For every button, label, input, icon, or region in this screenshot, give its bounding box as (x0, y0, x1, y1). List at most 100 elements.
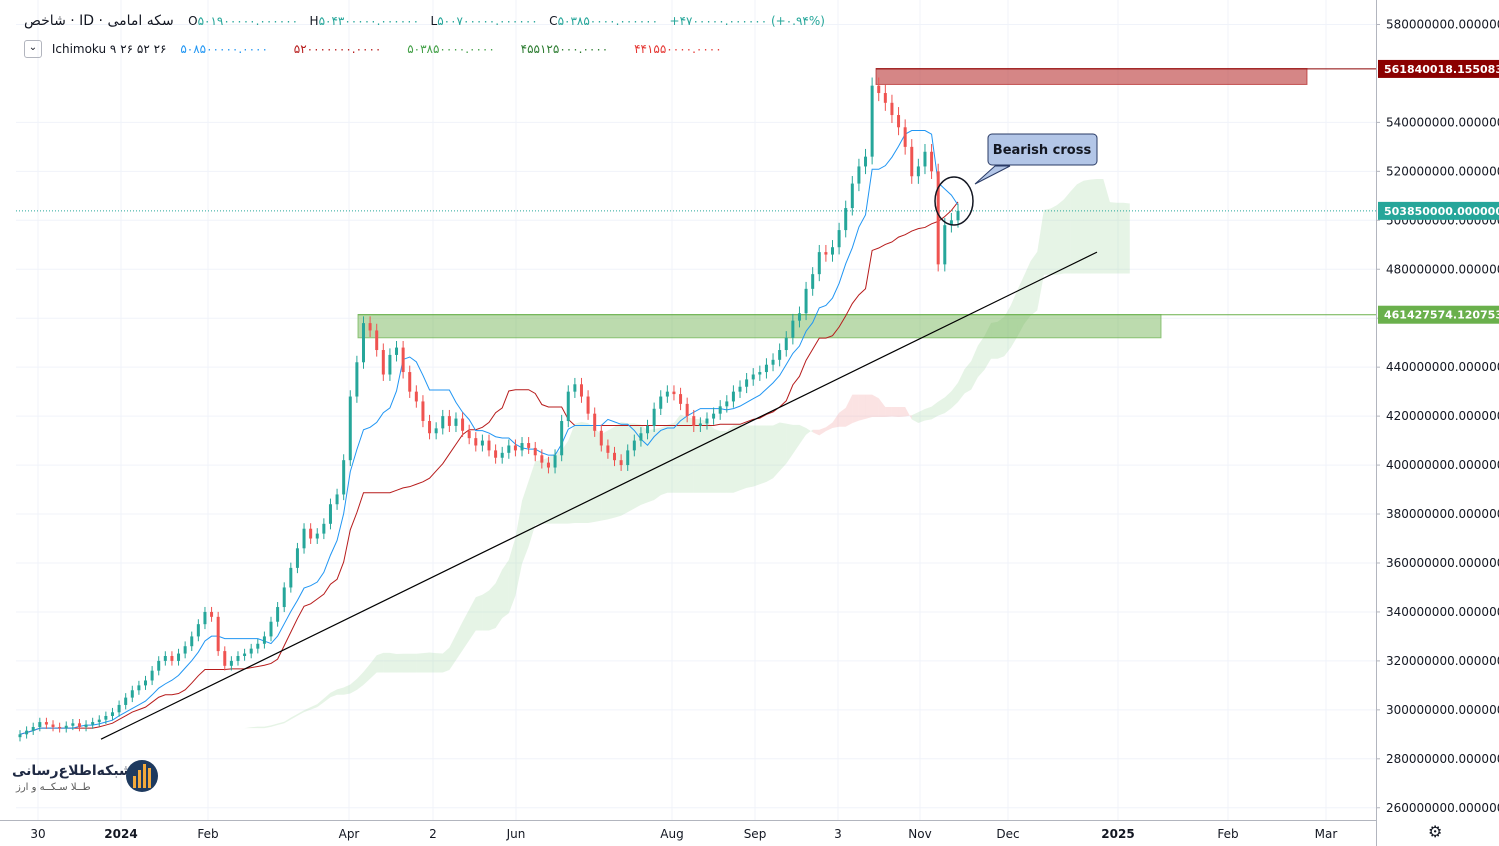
candle-body (474, 438, 478, 446)
candle-body (943, 225, 947, 265)
candle-body (144, 680, 148, 686)
cloud-segment (489, 583, 496, 631)
trendline[interactable] (100, 251, 1098, 740)
cloud-segment (891, 406, 899, 418)
annotation[interactable]: Bearish cross (934, 133, 1098, 226)
cloud-segment (984, 323, 992, 370)
resistance-zone[interactable] (875, 68, 1308, 85)
cloud-segment (581, 421, 589, 524)
candle-body (44, 722, 48, 725)
cloud-segment (687, 416, 694, 493)
candle-body (613, 452, 617, 461)
cloud-segment (409, 653, 417, 673)
candle-body (494, 450, 498, 458)
symbol-name[interactable]: شاخص · ID · سکه امامی (24, 13, 174, 29)
price-tick-label: 580000000.0000000 (1386, 17, 1499, 31)
candle-body (685, 403, 689, 417)
candle-body (797, 313, 801, 321)
candle-body (157, 660, 161, 671)
cloud-segment (548, 452, 556, 524)
cloud-segment (1070, 184, 1077, 274)
candle-body (652, 408, 656, 426)
candle-body (315, 533, 319, 539)
candle-body (936, 171, 940, 265)
cloud-segment (839, 407, 846, 427)
cloud-segment (792, 424, 800, 454)
candle-body (692, 416, 696, 426)
price-tick-label: 380000000.0000000 (1386, 507, 1499, 521)
price-tick-label: 420000000.0000000 (1386, 409, 1499, 423)
time-tick-label: Feb (197, 827, 218, 841)
candle-body (712, 413, 716, 419)
candle-body (130, 690, 134, 698)
cloud-segment (396, 653, 404, 673)
time-tick-label: Mar (1315, 827, 1338, 841)
cross-circle[interactable] (934, 176, 974, 226)
candle-body (553, 455, 557, 468)
cloud-segment (931, 401, 939, 420)
candle-body (117, 704, 121, 713)
candle-body (850, 183, 854, 209)
candle-body (348, 396, 352, 461)
candle-body (560, 421, 564, 456)
time-axis[interactable]: 30 2024 Feb Apr 2 Jun Aug Sep 3 Nov Dec 2025 Feb Mar (0, 820, 1376, 842)
cloud-segment (191, 732, 199, 735)
candle-body (223, 651, 227, 666)
cloud-segment (845, 394, 853, 427)
gear-icon[interactable]: ⚙ (1428, 822, 1443, 841)
time-tick-label: Feb (1217, 827, 1238, 841)
cloud-segment (522, 481, 529, 564)
low-value: ۵۰۰۷۰۰۰۰۰.۰۰۰۰۰۰ (437, 14, 538, 28)
candle-body (718, 406, 722, 414)
candle-body (480, 440, 484, 446)
callout-box[interactable] (987, 133, 1098, 166)
price-tick-label: 280000000.0000000 (1386, 752, 1499, 766)
cloud-segment (1123, 202, 1130, 274)
cloud-segment (905, 406, 912, 420)
candle-body (579, 384, 583, 397)
logo-bars-icon (126, 760, 158, 792)
candle-body (758, 372, 762, 375)
support-zone[interactable] (357, 314, 1162, 339)
cloud-segment (574, 421, 582, 524)
cloud-segment (304, 707, 311, 713)
price-tick-label: 400000000.0000000 (1386, 458, 1499, 472)
cloud-segment (568, 423, 575, 524)
price-tick-label: 300000000.0000000 (1386, 703, 1499, 717)
candle-body (203, 611, 207, 625)
cloud-segment (277, 721, 285, 726)
candle-body (137, 685, 141, 691)
cloud-segment (924, 406, 932, 421)
price-label: 461427574.1207538 (1384, 309, 1499, 322)
candle-body (249, 648, 253, 654)
candle-body (229, 660, 233, 666)
candle-body (897, 115, 901, 128)
chevron-down-icon[interactable]: ⌄ (24, 40, 42, 58)
candle-body (665, 391, 669, 397)
candle-body (375, 330, 379, 351)
candle-body (328, 504, 332, 524)
support-trendline[interactable] (100, 251, 1098, 740)
cloud-segment (383, 652, 390, 673)
candle-body (64, 725, 68, 729)
cloud-segment (660, 424, 668, 496)
candle-body (632, 440, 636, 451)
time-tick-label: 2025 (1101, 827, 1134, 841)
cloud-segment (1043, 208, 1051, 275)
candle-body (243, 653, 247, 656)
candle-body (573, 384, 577, 392)
indicator-name[interactable]: Ichimoku ۹ ۲۶ ۵۲ ۲۶ (51, 41, 167, 56)
cloud-segment (872, 394, 879, 418)
cloud-segment (673, 414, 681, 493)
cloud-segment (271, 723, 278, 727)
cloud-segment (607, 426, 615, 520)
cloud-segment (317, 698, 324, 708)
price-axis-bg (1376, 0, 1499, 846)
candle-body (639, 433, 643, 441)
price-axis[interactable]: 260000000.0000000 280000000.0000000 300000… (1376, 0, 1499, 846)
cloud-segment (971, 345, 978, 390)
price-tick-label: 480000000.0000000 (1386, 262, 1499, 276)
cloud-segment (911, 412, 919, 424)
cloud-segment (370, 655, 377, 679)
